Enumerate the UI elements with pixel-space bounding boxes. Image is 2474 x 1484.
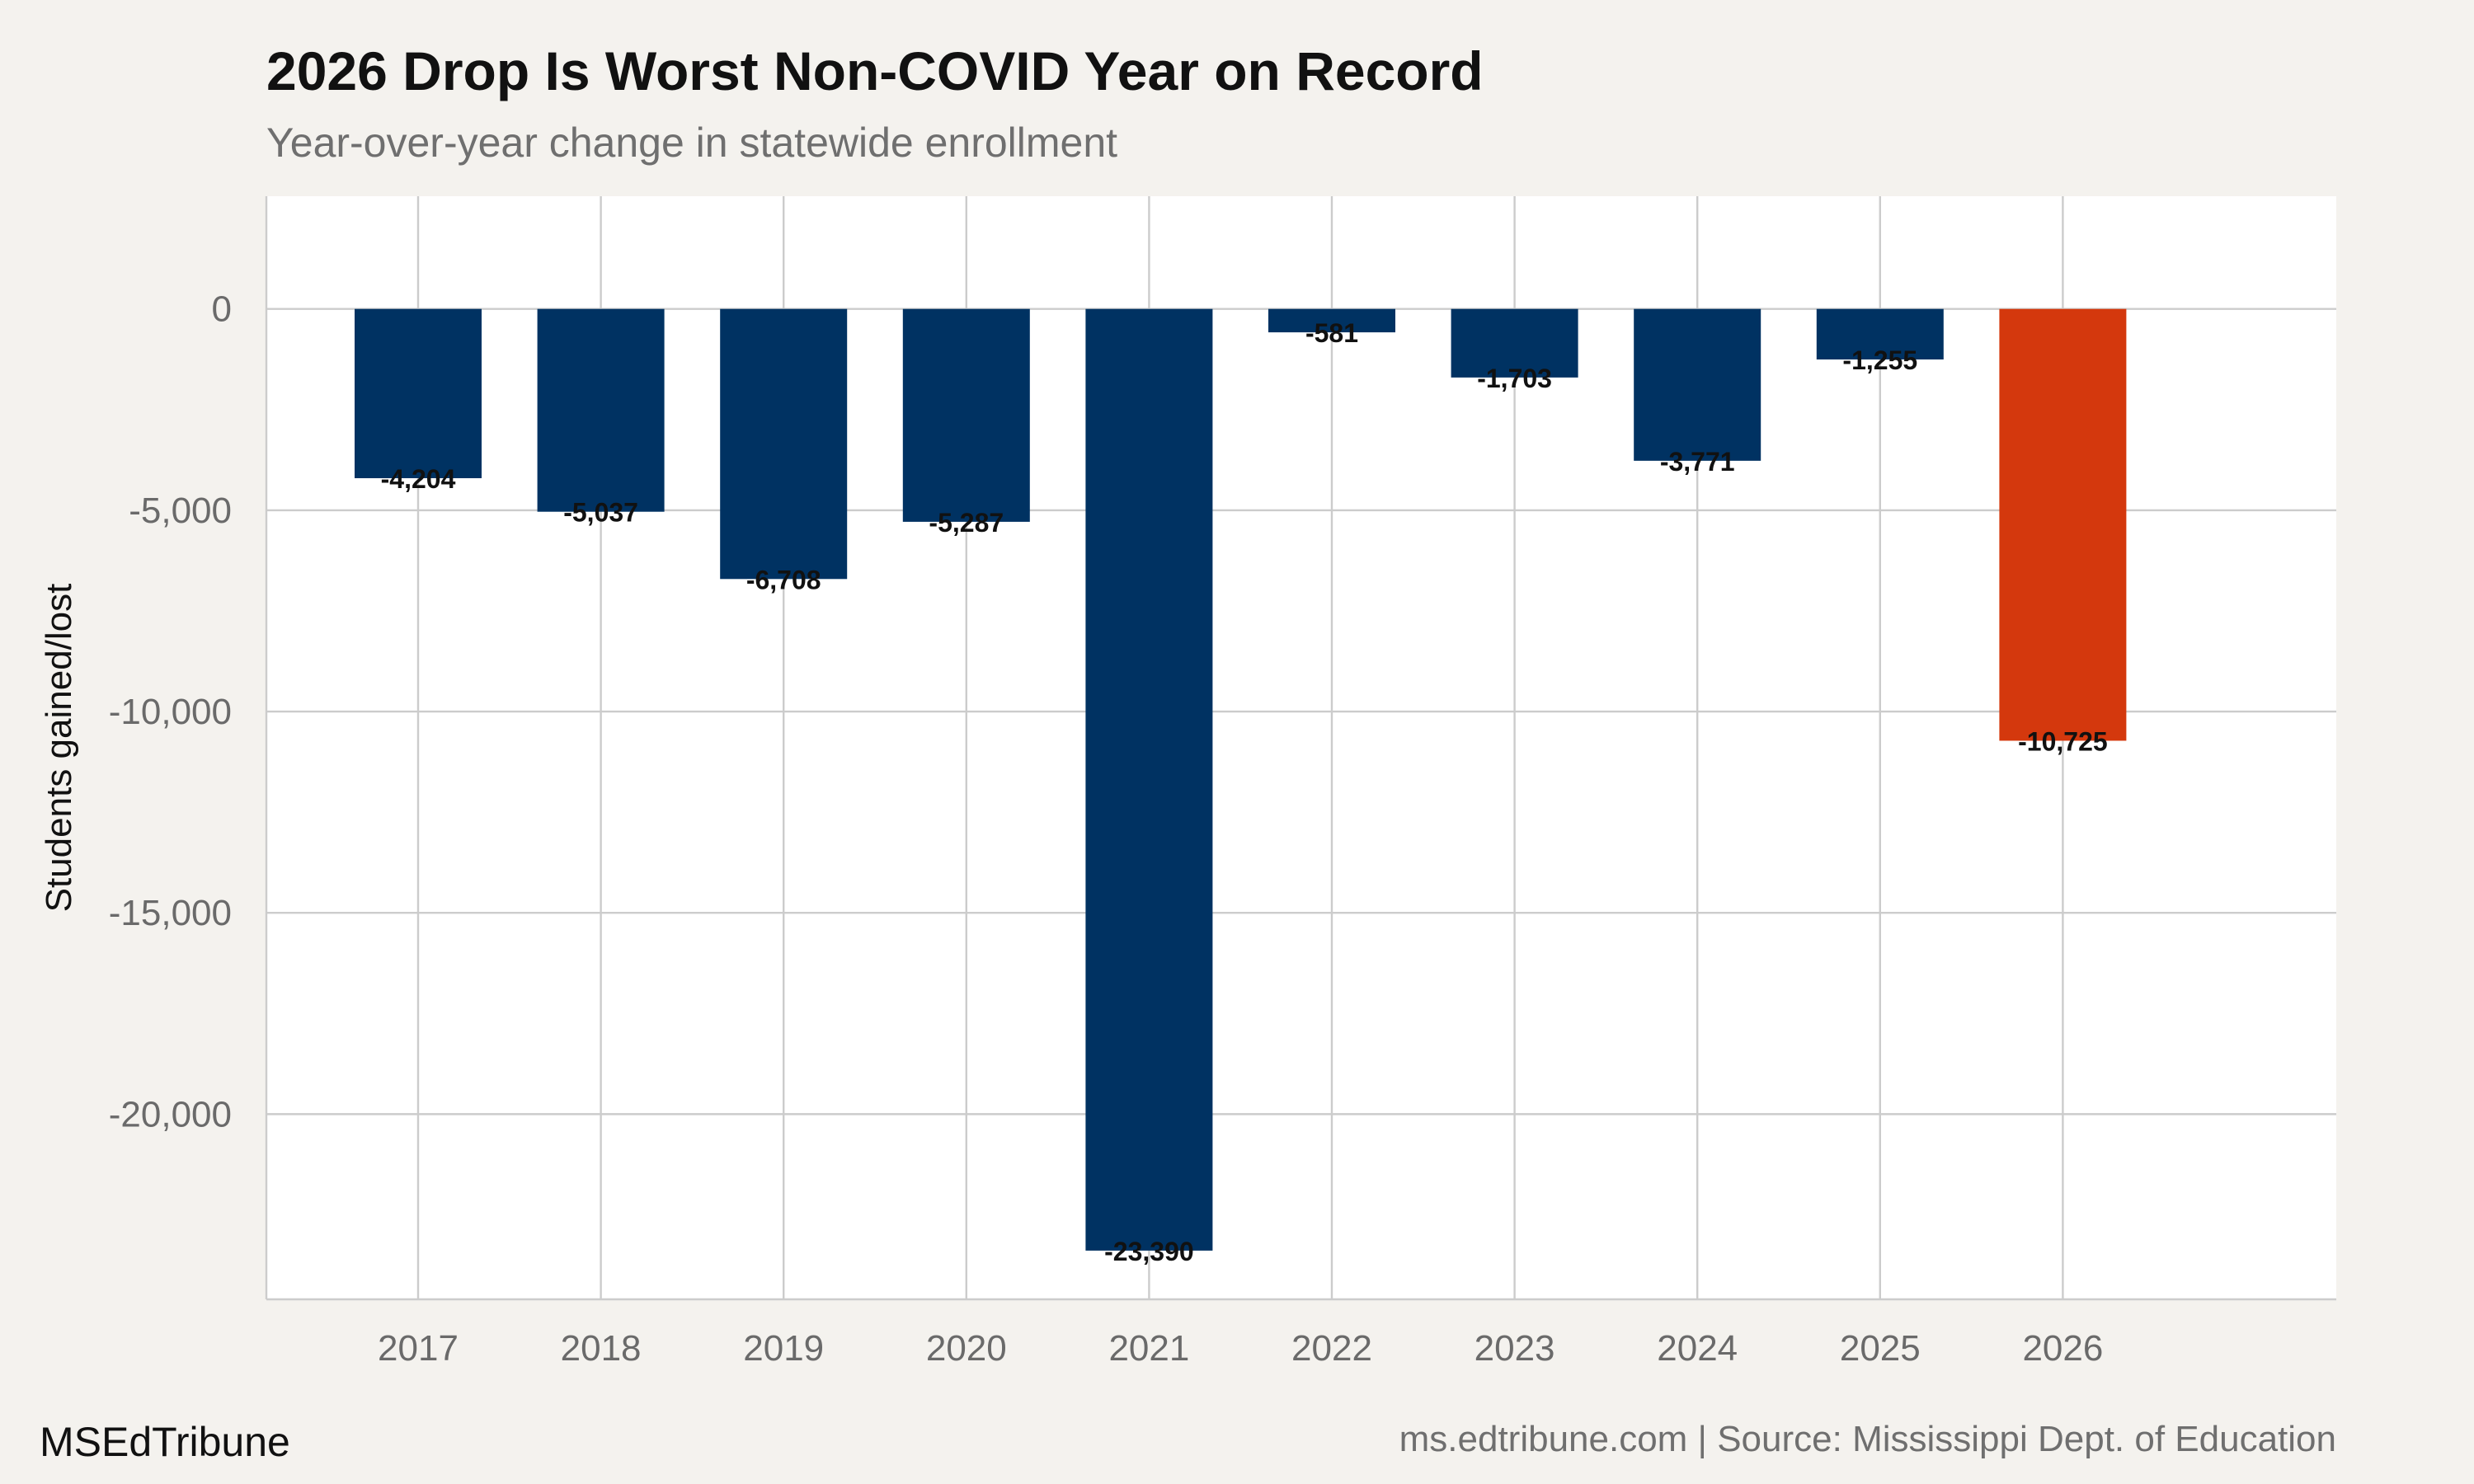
x-tick-label: 2020 (926, 1328, 1007, 1369)
x-tick-label: 2025 (1840, 1328, 1921, 1369)
data-label-2026: -10,725 (2018, 726, 2108, 756)
chart-title: 2026 Drop Is Worst Non-COVID Year on Rec… (266, 40, 1484, 101)
data-label-2021: -23,390 (1104, 1237, 1194, 1266)
bar-2018 (537, 308, 665, 512)
x-axis-ticks: 2017 2018 2019 2020 2021 2022 2023 2024 2025 2026 (378, 1328, 2103, 1369)
bar-2020 (902, 308, 1030, 522)
y-tick-label: -5,000 (129, 491, 232, 531)
x-tick-label: 2026 (2022, 1328, 2103, 1369)
data-label-2025: -1,255 (1842, 345, 1917, 375)
x-tick-label: 2024 (1657, 1328, 1738, 1369)
x-tick-label: 2023 (1475, 1328, 1555, 1369)
bars (355, 308, 2127, 1251)
data-label-2017: -4,204 (381, 464, 456, 494)
bar-2019 (720, 308, 848, 580)
x-tick-label: 2022 (1291, 1328, 1372, 1369)
bar-2021 (1085, 308, 1213, 1251)
brand-name: MSEdTribune (40, 1419, 290, 1465)
y-tick-label: 0 (212, 289, 232, 330)
y-tick-label: -10,000 (109, 692, 232, 732)
x-tick-label: 2017 (378, 1328, 459, 1369)
y-axis-label: Students gained/lost (39, 584, 79, 913)
bar-2022 (1268, 308, 1395, 333)
data-label-2024: -3,771 (1660, 447, 1735, 477)
y-axis-ticks: 0 -5,000 -10,000 -15,000 -20,000 (109, 289, 232, 1135)
bar-2023 (1451, 308, 1578, 378)
x-tick-label: 2019 (743, 1328, 824, 1369)
data-label-2023: -1,703 (1477, 364, 1552, 393)
bar-2025 (1816, 308, 1944, 360)
bar-2024 (1634, 308, 1761, 461)
x-tick-label: 2021 (1108, 1328, 1189, 1369)
data-label-2019: -6,708 (746, 565, 821, 594)
bar-2017 (355, 308, 482, 479)
bar-2026 (1999, 308, 2127, 741)
x-tick-label: 2018 (561, 1328, 642, 1369)
y-tick-label: -15,000 (109, 893, 232, 933)
source-note: ms.edtribune.com | Source: Mississippi D… (1399, 1419, 2336, 1459)
data-label-2022: -581 (1305, 318, 1358, 348)
data-label-2018: -5,037 (563, 498, 638, 528)
chart-subtitle: Year-over-year change in statewide enrol… (266, 120, 1117, 166)
data-labels: -4,204 -5,037 -6,708 -5,287 -23,390 -581 -1,70… (381, 318, 2108, 1266)
y-tick-label: -20,000 (109, 1094, 232, 1134)
data-label-2020: -5,287 (929, 508, 1004, 538)
